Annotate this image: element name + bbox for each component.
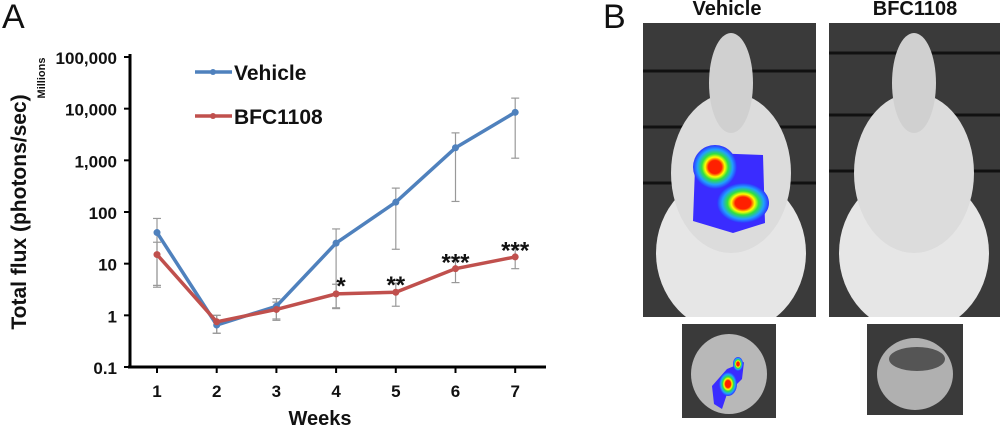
x-tick-label: 5 bbox=[391, 382, 400, 401]
flux-line-chart: Total flux (photons/sec) Millions Weeks … bbox=[8, 49, 546, 430]
y-tick-label: 10,000 bbox=[65, 101, 117, 120]
vehicle-point bbox=[153, 229, 161, 237]
bfc1108-mouse-image bbox=[829, 23, 1000, 317]
vehicle-mouse-image bbox=[643, 23, 816, 317]
bfc1108-point bbox=[272, 305, 280, 313]
significance-marker: ** bbox=[386, 272, 405, 299]
y-tick-label: 100,000 bbox=[56, 49, 117, 68]
y-tick-label: 100 bbox=[89, 204, 117, 223]
x-tick-label: 3 bbox=[272, 382, 281, 401]
vehicle-point bbox=[452, 144, 459, 152]
bfc1108-point bbox=[332, 290, 340, 298]
bfc1108-organ-image bbox=[867, 324, 963, 415]
vehicle-legend-label: Vehicle bbox=[234, 62, 306, 85]
significance-marker: * bbox=[336, 273, 346, 300]
bfc1108-point bbox=[452, 265, 459, 273]
bfc1108-point bbox=[511, 253, 519, 261]
y-tick-label: 1 bbox=[108, 307, 117, 326]
bfc1108-legend-label: BFC1108 bbox=[234, 106, 323, 129]
bfc1108-point bbox=[153, 251, 161, 259]
significance-marker: *** bbox=[441, 250, 470, 277]
x-tick-label: 7 bbox=[510, 382, 519, 401]
x-tick-label: 4 bbox=[331, 382, 341, 401]
bfc1108-point bbox=[392, 288, 400, 296]
vehicle-point bbox=[332, 239, 340, 247]
bfc1108-point bbox=[213, 318, 221, 326]
x-tick-label: 2 bbox=[212, 382, 221, 401]
x-tick-label: 1 bbox=[152, 382, 161, 401]
y-tick-label: 10 bbox=[98, 256, 117, 275]
vehicle-organ-image bbox=[682, 324, 776, 418]
panel-a-label: A bbox=[2, 0, 25, 36]
vehicle-legend-marker bbox=[210, 69, 216, 75]
y-axis-unit-label: Millions bbox=[36, 58, 48, 99]
y-axis-label: Total flux (photons/sec) bbox=[8, 94, 31, 329]
x-axis-label: Weeks bbox=[288, 408, 351, 430]
vehicle-point bbox=[511, 108, 519, 116]
bfc1108-image-title: BFC1108 bbox=[872, 0, 958, 20]
x-tick-label: 6 bbox=[451, 382, 460, 401]
vehicle-image-title: Vehicle bbox=[692, 0, 762, 20]
vehicle-point bbox=[392, 198, 400, 206]
significance-marker: *** bbox=[501, 238, 530, 265]
panel-b-label: B bbox=[603, 0, 626, 36]
bfc1108-legend-marker bbox=[210, 113, 216, 119]
y-tick-label: 0.1 bbox=[93, 359, 117, 378]
y-tick-label: 1,000 bbox=[74, 152, 117, 171]
